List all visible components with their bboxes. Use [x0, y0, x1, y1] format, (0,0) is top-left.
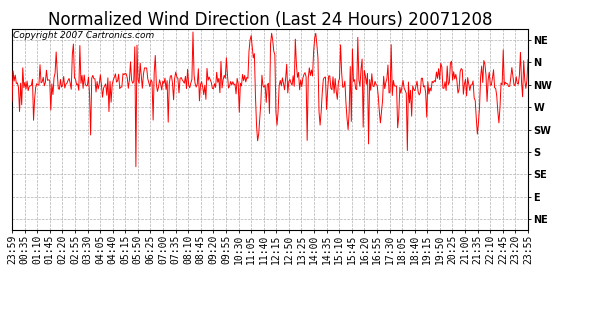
Text: Copyright 2007 Cartronics.com: Copyright 2007 Cartronics.com [13, 31, 154, 40]
Title: Normalized Wind Direction (Last 24 Hours) 20071208: Normalized Wind Direction (Last 24 Hours… [48, 11, 492, 28]
